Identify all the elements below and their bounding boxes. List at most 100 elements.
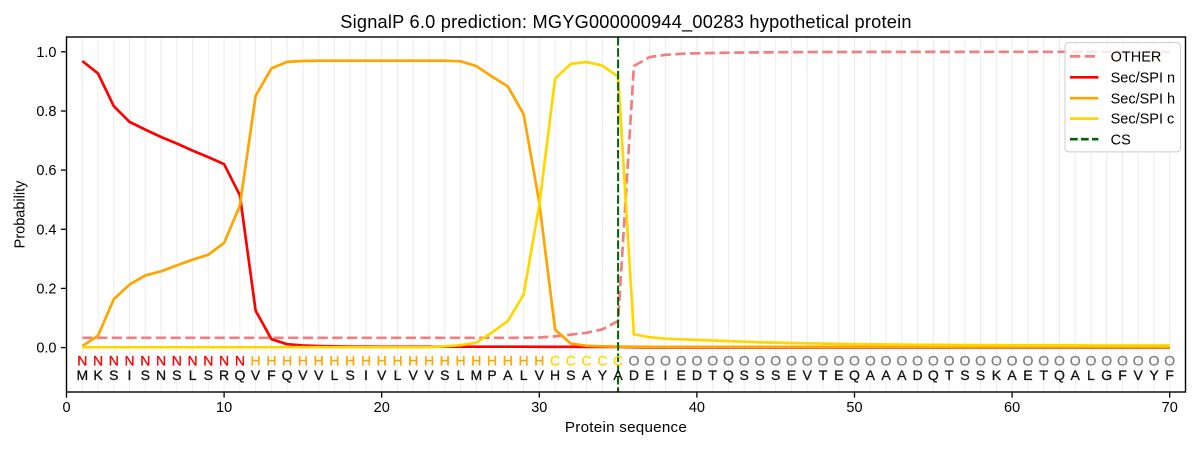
svg-text:O: O [739, 352, 750, 368]
svg-text:L: L [1087, 367, 1095, 383]
svg-text:A: A [613, 367, 623, 383]
svg-text:A: A [582, 367, 592, 383]
svg-text:O: O [1085, 352, 1096, 368]
svg-text:1.0: 1.0 [36, 45, 56, 61]
svg-text:H: H [314, 352, 324, 368]
svg-text:I: I [128, 367, 132, 383]
svg-text:C: C [597, 352, 607, 368]
svg-text:H: H [377, 352, 387, 368]
svg-text:T: T [945, 367, 954, 383]
svg-text:S: S [141, 367, 150, 383]
svg-text:L: L [457, 367, 465, 383]
svg-text:A: A [1071, 367, 1081, 383]
svg-text:D: D [629, 367, 639, 383]
svg-text:O: O [833, 352, 844, 368]
svg-text:I: I [663, 367, 667, 383]
svg-text:40: 40 [689, 400, 705, 416]
svg-text:O: O [691, 352, 702, 368]
svg-text:O: O [1164, 352, 1175, 368]
svg-text:O: O [1070, 352, 1081, 368]
svg-text:O: O [991, 352, 1002, 368]
svg-text:A: A [503, 367, 513, 383]
svg-text:0.2: 0.2 [36, 282, 56, 298]
svg-text:CS: CS [1111, 132, 1131, 148]
svg-text:N: N [156, 367, 166, 383]
svg-text:E: E [834, 367, 843, 383]
svg-text:O: O [628, 352, 639, 368]
svg-text:O: O [928, 352, 939, 368]
svg-text:K: K [93, 367, 103, 383]
svg-text:60: 60 [1004, 400, 1020, 416]
svg-text:V: V [535, 367, 545, 383]
svg-text:Sec/SPI c: Sec/SPI c [1111, 112, 1175, 128]
svg-text:30: 30 [531, 400, 547, 416]
svg-text:G: G [1101, 367, 1112, 383]
svg-text:O: O [660, 352, 671, 368]
svg-text:R: R [219, 367, 229, 383]
svg-text:H: H [251, 352, 261, 368]
svg-text:H: H [455, 352, 465, 368]
svg-text:N: N [93, 352, 103, 368]
svg-text:V: V [803, 367, 813, 383]
svg-text:H: H [503, 352, 513, 368]
svg-text:O: O [975, 352, 986, 368]
svg-text:S: S [740, 367, 749, 383]
svg-text:N: N [188, 352, 198, 368]
svg-text:O: O [1007, 352, 1018, 368]
svg-text:S: S [976, 367, 985, 383]
svg-text:F: F [267, 367, 276, 383]
svg-text:A: A [866, 367, 876, 383]
svg-text:20: 20 [374, 400, 390, 416]
svg-text:C: C [613, 352, 623, 368]
svg-text:M: M [470, 367, 482, 383]
svg-text:Q: Q [723, 367, 734, 383]
svg-text:N: N [109, 352, 119, 368]
svg-text:Y: Y [598, 367, 608, 383]
svg-text:0: 0 [62, 400, 70, 416]
svg-text:L: L [331, 367, 339, 383]
svg-text:Q: Q [849, 367, 860, 383]
svg-text:I: I [364, 367, 368, 383]
svg-text:70: 70 [1162, 400, 1178, 416]
svg-text:P: P [487, 367, 496, 383]
svg-text:O: O [755, 352, 766, 368]
svg-text:V: V [314, 367, 324, 383]
svg-text:Sec/SPI n: Sec/SPI n [1111, 70, 1175, 86]
svg-text:50: 50 [846, 400, 862, 416]
svg-text:T: T [1039, 367, 1048, 383]
svg-text:E: E [677, 367, 686, 383]
svg-text:H: H [487, 352, 497, 368]
svg-text:OTHER: OTHER [1111, 50, 1162, 66]
svg-text:S: S [109, 367, 118, 383]
svg-text:10: 10 [216, 400, 232, 416]
svg-text:0.4: 0.4 [36, 222, 56, 238]
svg-text:E: E [1023, 367, 1032, 383]
svg-text:H: H [408, 352, 418, 368]
svg-text:F: F [1118, 367, 1127, 383]
svg-text:V: V [424, 367, 434, 383]
svg-text:Protein sequence: Protein sequence [565, 419, 687, 436]
svg-text:Probability: Probability [13, 180, 29, 248]
svg-text:O: O [896, 352, 907, 368]
svg-text:O: O [881, 352, 892, 368]
svg-text:O: O [1054, 352, 1065, 368]
svg-text:V: V [377, 367, 387, 383]
svg-text:H: H [361, 352, 371, 368]
svg-text:O: O [802, 352, 813, 368]
svg-text:0.0: 0.0 [36, 341, 56, 357]
svg-text:E: E [645, 367, 654, 383]
svg-text:K: K [992, 367, 1002, 383]
svg-text:V: V [1134, 367, 1144, 383]
svg-text:O: O [1101, 352, 1112, 368]
svg-text:F: F [1165, 367, 1174, 383]
svg-text:S: S [440, 367, 449, 383]
svg-text:M: M [76, 367, 88, 383]
svg-text:N: N [219, 352, 229, 368]
svg-text:O: O [849, 352, 860, 368]
svg-text:O: O [1149, 352, 1160, 368]
svg-text:S: S [755, 367, 764, 383]
svg-text:N: N [172, 352, 182, 368]
svg-text:D: D [692, 367, 702, 383]
svg-text:S: S [960, 367, 969, 383]
svg-text:O: O [959, 352, 970, 368]
